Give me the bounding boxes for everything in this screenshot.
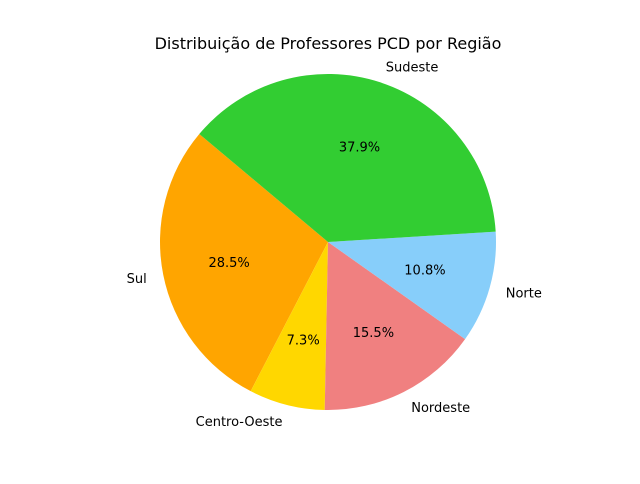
slice-percent-label: 15.5% (353, 326, 394, 341)
slice-label: Sudeste (386, 60, 439, 75)
slice-label: Norte (506, 287, 542, 302)
pie-slices (159, 73, 497, 411)
pie-slice-centro-oeste (250, 242, 328, 410)
pie-slice-sul (159, 134, 328, 392)
pie-labels: Sul 28.5% Centro-Oeste 7.3% Nordeste 15.5% Nor… (127, 60, 542, 430)
slice-percent-label: 10.8% (404, 264, 445, 279)
slice-percent-label: 7.3% (287, 334, 320, 349)
slice-label: Centro-Oeste (196, 415, 283, 430)
pie-slice-sudeste (199, 73, 496, 243)
slice-label: Nordeste (411, 401, 470, 416)
pie-slice-norte (328, 231, 497, 340)
chart-title: Distribuição de Professores PCD por Regi… (155, 34, 502, 53)
slice-percent-label: 28.5% (208, 256, 249, 271)
slice-percent-label: 37.9% (339, 140, 380, 155)
pie-slice-nordeste (324, 242, 466, 411)
slice-label: Sul (127, 272, 147, 287)
